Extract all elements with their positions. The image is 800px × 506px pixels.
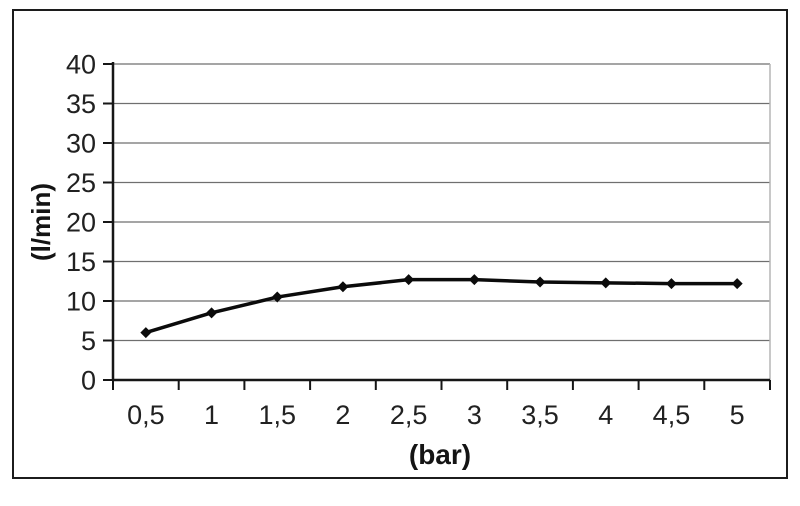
y-tick-label: 20 [66, 207, 96, 237]
y-axis-ticks [103, 63, 113, 381]
data-point-marker [534, 276, 546, 288]
gridlines [113, 63, 771, 380]
y-axis-tick-labels: 0 5 10 15 20 25 30 35 40 [66, 49, 96, 395]
x-tick-label: 0,5 [127, 400, 165, 430]
x-tick-label: 5 [730, 400, 745, 430]
data-series [140, 274, 743, 339]
x-axis-tick-labels: 0,5 1 1,5 2 2,5 3 3,5 4 4,5 5 [127, 400, 745, 430]
y-tick-label: 30 [66, 128, 96, 158]
x-axis-title: (bar) [409, 439, 471, 470]
data-point-marker [337, 281, 349, 293]
data-point-marker [731, 278, 743, 290]
data-point-marker [468, 274, 480, 286]
y-tick-label: 0 [81, 365, 96, 395]
y-tick-label: 25 [66, 168, 96, 198]
x-tick-label: 2,5 [390, 400, 428, 430]
y-tick-label: 40 [66, 49, 96, 79]
chart-border [12, 9, 788, 479]
x-tick-label: 2 [335, 400, 350, 430]
y-tick-label: 15 [66, 247, 96, 277]
data-point-marker [403, 274, 415, 286]
y-tick-label: 5 [81, 326, 96, 356]
y-tick-label: 35 [66, 89, 96, 119]
x-tick-label: 1 [204, 400, 219, 430]
data-point-marker [271, 291, 283, 303]
y-tick-label: 10 [66, 286, 96, 316]
x-tick-label: 3,5 [521, 400, 559, 430]
x-tick-label: 4,5 [653, 400, 691, 430]
x-tick-label: 4 [598, 400, 613, 430]
y-axis-title: (l/min) [26, 183, 56, 261]
data-point-marker [140, 327, 152, 339]
data-point-marker [206, 307, 218, 319]
series-line [144, 277, 739, 335]
x-tick-label: 3 [467, 400, 482, 430]
data-point-marker [600, 277, 612, 289]
data-point-marker [665, 278, 677, 290]
x-tick-label: 1,5 [258, 400, 296, 430]
x-axis-ticks [112, 380, 771, 390]
